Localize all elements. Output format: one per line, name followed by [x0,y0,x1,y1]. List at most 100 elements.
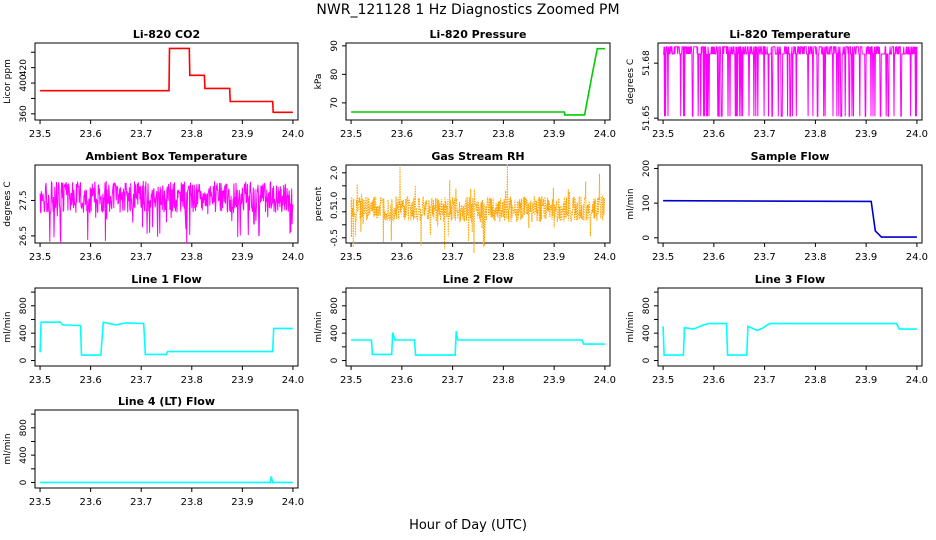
y-tick-label: 800 [642,297,652,314]
x-tick-label: 23.5 [29,129,51,140]
x-tick-label: 23.8 [492,375,514,386]
data-series-line [40,476,293,484]
panel-title: Sample Flow [751,150,830,163]
x-tick-label: 23.8 [492,129,514,140]
chart-panel-3: Li-820 Temperature 23.5 23.6 23.7 23.8 23.9 24… [626,28,928,140]
x-tick-label: 23.5 [652,129,674,140]
y-tick-label: 0 [330,357,340,363]
y-tick-label: 80 [330,68,340,80]
data-series-line [662,322,917,356]
x-tick-label: 23.5 [29,497,51,508]
x-tick-label: 23.7 [130,129,152,140]
y-axis-label: ml/min [3,311,13,342]
y-tick-label: 0 [19,357,29,363]
x-tick-label: 23.9 [231,497,253,508]
x-tick-label: 23.5 [29,252,51,263]
x-tick-label: 23.5 [652,375,674,386]
x-tick-label: 23.8 [492,252,514,263]
x-tick-label: 24.0 [282,252,304,263]
chart-panel-6: Sample Flow 23.5 23.6 23.7 23.8 23.9 24.0 0 100 2… [626,150,928,263]
x-tick-label: 24.0 [906,252,928,263]
panel-title: Li-820 Pressure [430,28,527,41]
y-tick-label: 100 [642,194,652,211]
x-tick-label: 23.6 [391,252,413,263]
x-tick-label: 23.5 [29,375,51,386]
x-tick-label: 23.9 [231,129,253,140]
panel-title: Line 4 (LT) Flow [118,395,215,408]
plot-frame [34,409,299,489]
y-tick-label: 0.5 [330,205,340,219]
y-tick-label: 26.5 [19,226,29,246]
data-series-line [350,164,606,253]
x-tick-label: 24.0 [282,497,304,508]
chart-panel-9: Line 3 Flow 23.5 23.6 23.7 23.8 23.9 24.0 0 400 8… [626,273,928,386]
x-tick-label: 23.6 [80,375,102,386]
x-tick-label: 23.7 [441,252,463,263]
panel-title: Li-820 Temperature [729,28,850,41]
x-tick-label: 23.7 [753,375,775,386]
x-tick-label: 23.9 [543,375,565,386]
plot-frame [34,287,299,367]
x-tick-label: 23.9 [231,375,253,386]
data-series-line [39,321,293,356]
x-tick-label: 23.8 [804,375,826,386]
y-tick-label: 200 [642,160,652,177]
data-series-line [663,46,918,117]
x-tick-label: 23.8 [181,129,203,140]
panel-title: Line 2 Flow [443,273,513,286]
plot-frame [657,164,923,244]
y-tick-label: 0 [19,479,29,485]
x-tick-label: 23.6 [80,252,102,263]
plot-frame [34,42,299,121]
y-tick-label: 0 [642,235,652,241]
x-tick-label: 24.0 [906,375,928,386]
x-tick-label: 23.6 [80,129,102,140]
y-axis-label: ml/min [626,188,636,219]
x-tick-label: 23.9 [855,252,877,263]
y-tick-label: 400 [642,324,652,341]
chart-panel-7: Line 1 Flow 23.5 23.6 23.7 23.8 23.9 24.0 0 400 8… [3,273,304,386]
x-tick-label: 23.6 [80,497,102,508]
x-tick-label: 23.7 [130,252,152,263]
y-tick-label: 800 [19,419,29,436]
x-tick-label: 23.7 [753,252,775,263]
chart-panel-4: Ambient Box Temperature 23.5 23.6 23.7 23.8 2… [3,150,304,263]
plot-frame [345,287,611,367]
y-tick-label: 800 [330,297,340,314]
data-series-line [39,180,294,244]
y-tick-label: 51.65 [642,105,652,131]
x-tick-label: 23.6 [391,375,413,386]
x-tick-label: 23.8 [181,375,203,386]
x-tick-label: 23.7 [441,129,463,140]
plot-frame [345,42,611,121]
x-tick-label: 24.0 [282,375,304,386]
y-tick-label: 70 [330,97,340,109]
y-tick-label: -0.5 [330,229,340,247]
y-axis-label: Licor ppm [3,59,13,104]
data-series-line [663,199,917,238]
plot-frame [34,164,299,244]
panel-title: Li-820 CO2 [133,28,200,41]
data-series-line [351,330,605,356]
x-tick-label: 24.0 [906,129,928,140]
y-tick-label: 800 [19,297,29,314]
x-tick-label: 23.9 [543,252,565,263]
panel-title: Line 1 Flow [131,273,201,286]
y-tick-label: 420 [19,59,29,76]
x-tick-label: 24.0 [594,252,616,263]
x-tick-label: 23.8 [181,252,203,263]
y-axis-label: percent [314,186,324,221]
panel-title: Gas Stream RH [431,150,524,163]
x-tick-label: 23.9 [543,129,565,140]
panel-title: Line 3 Flow [755,273,825,286]
y-tick-label: 400 [19,446,29,463]
y-tick-label: 400 [19,74,29,91]
y-tick-label: 360 [19,105,29,122]
chart-panel-5: Gas Stream RH 23.5 23.6 23.7 23.8 23.9 24.0 -0.… [314,150,616,263]
y-axis-label: ml/min [3,433,13,464]
x-tick-label: 23.5 [340,129,362,140]
x-tick-label: 23.6 [703,252,725,263]
x-tick-label: 23.5 [340,252,362,263]
y-axis-label: degrees C [3,181,13,226]
